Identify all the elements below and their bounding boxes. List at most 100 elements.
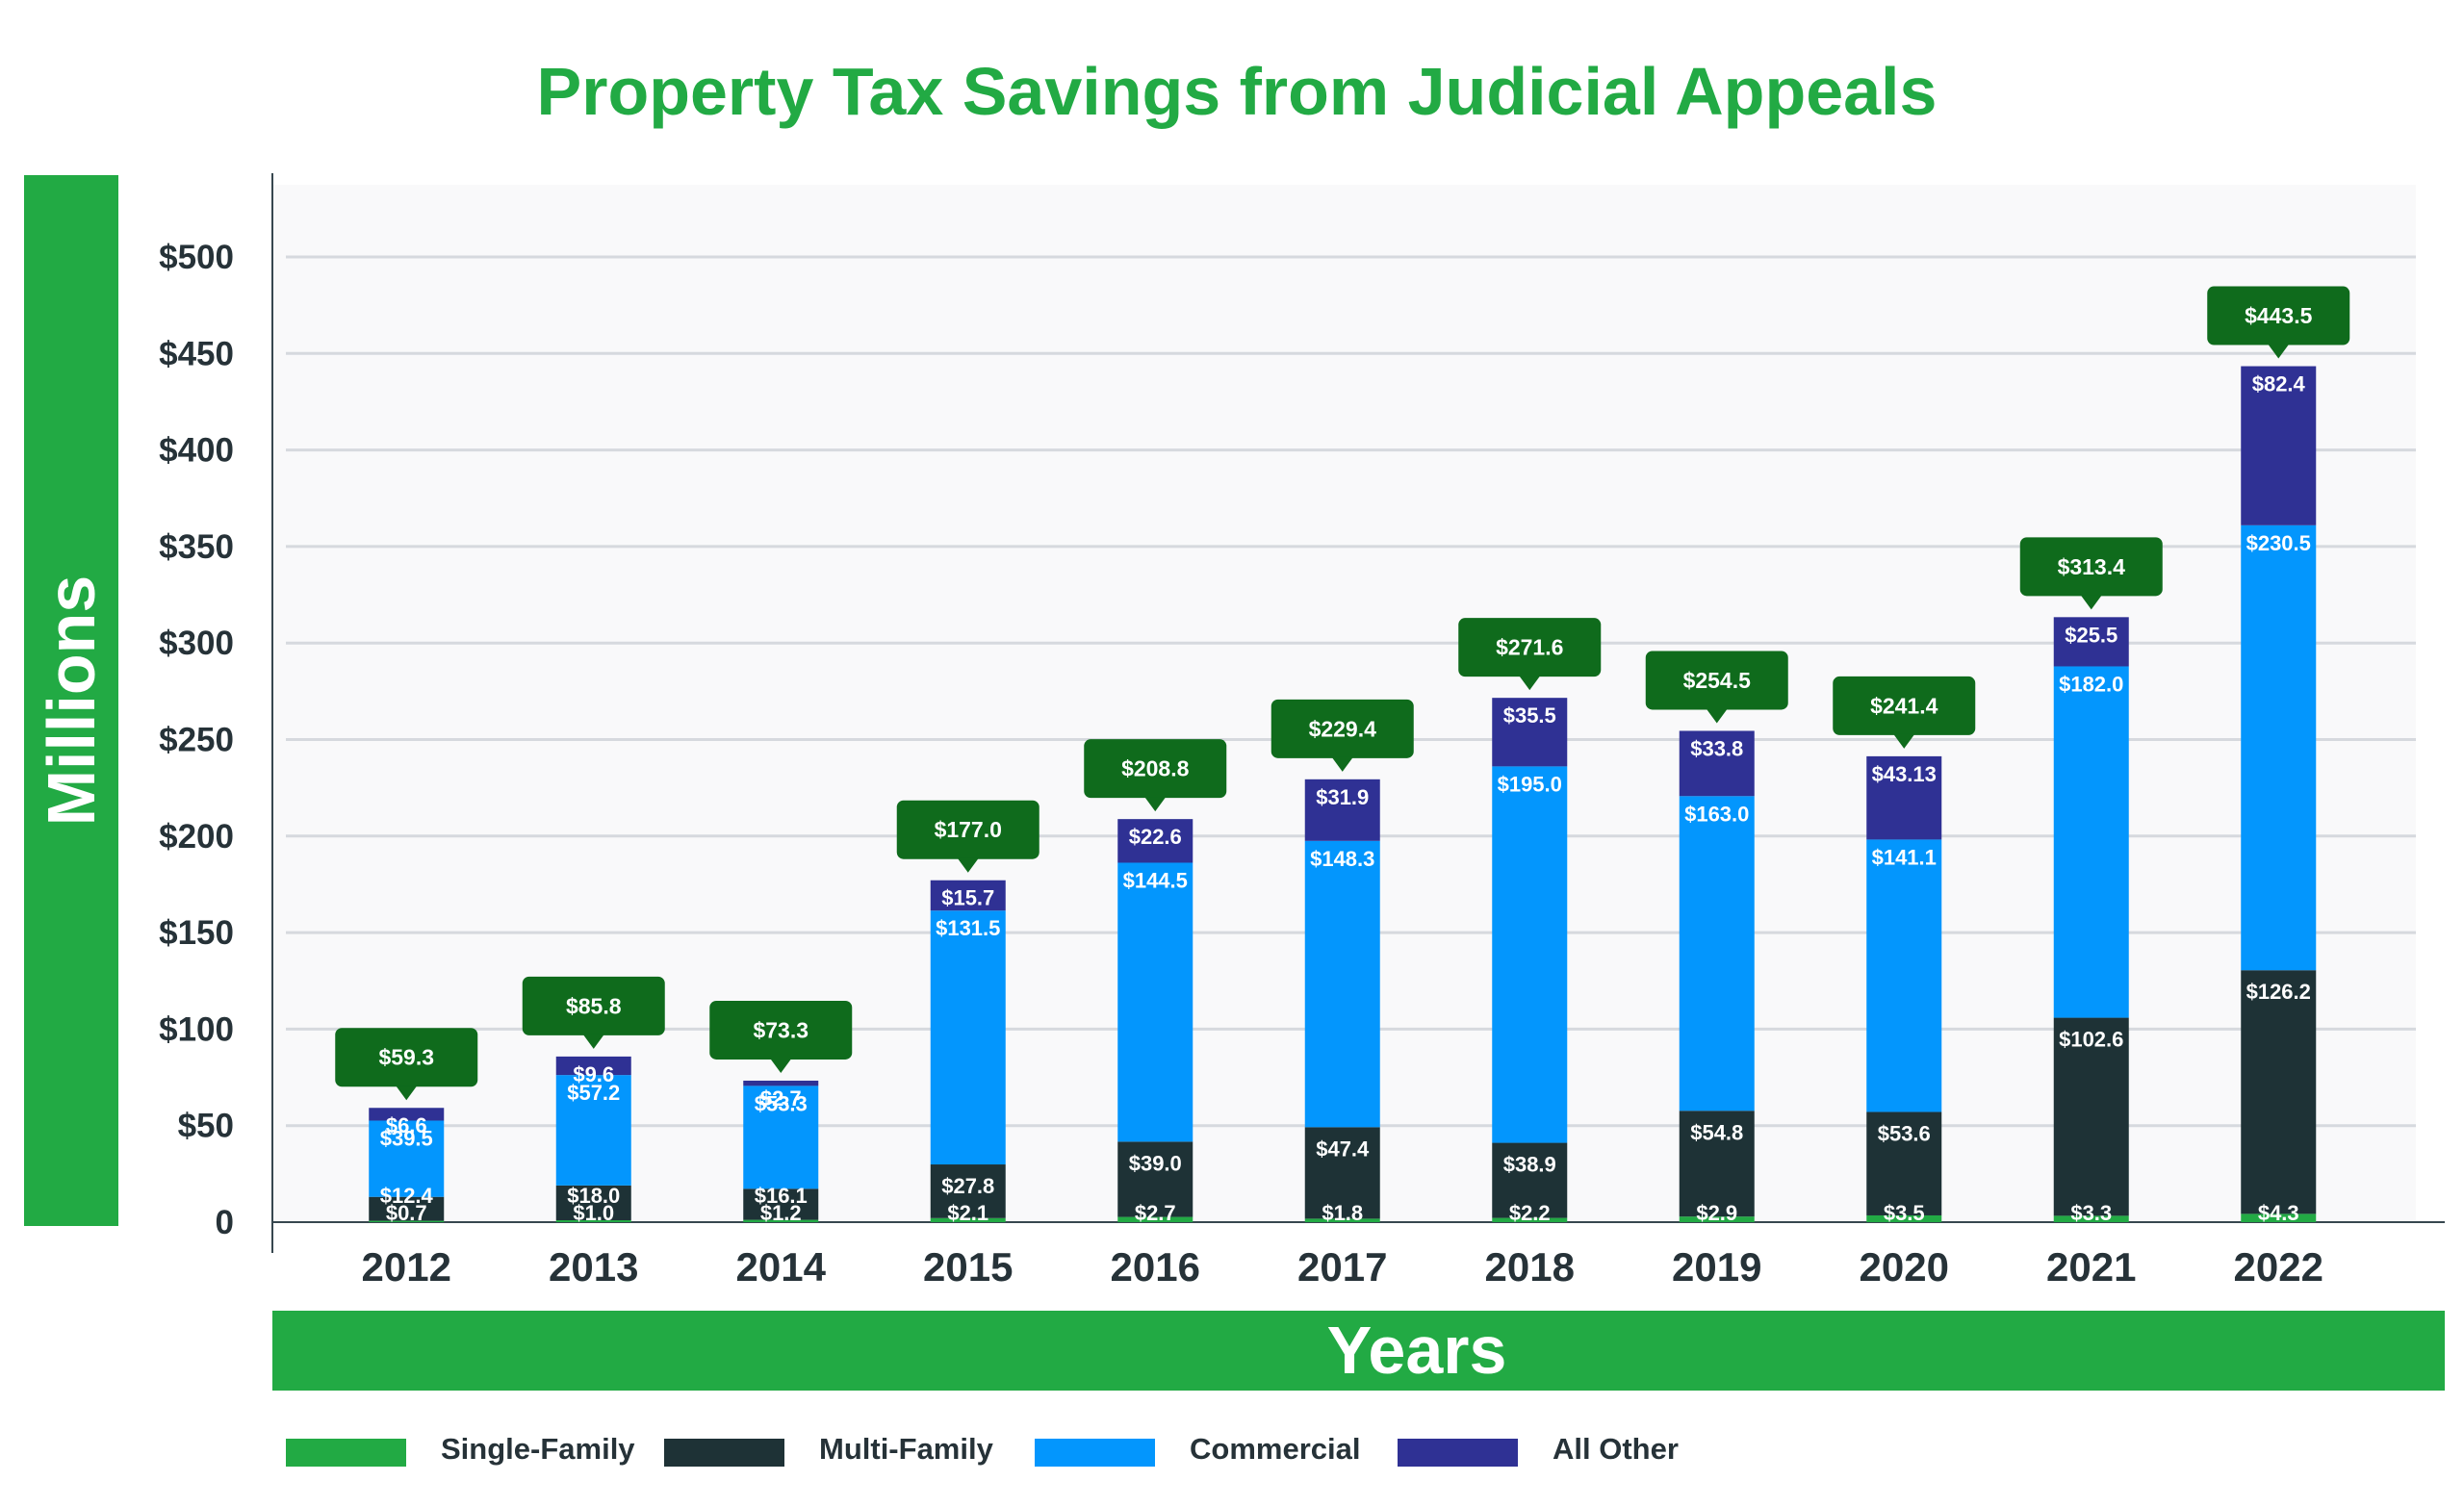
- bar-value-label: $102.6: [2059, 1028, 2123, 1052]
- bar-value-label: $27.8: [941, 1174, 994, 1198]
- bar-value-label: $1.8: [1322, 1201, 1363, 1225]
- total-callout: [896, 800, 1040, 859]
- bar-segment: [2053, 666, 2129, 1018]
- y-tick-label: $350: [159, 528, 234, 566]
- bar-segment: [930, 1164, 1006, 1218]
- y-tick-label: $450: [159, 335, 234, 372]
- bar-segment: [930, 1217, 1006, 1222]
- bar-segment: [1866, 1214, 1942, 1222]
- bar-segment: [369, 1120, 445, 1197]
- x-axis-label: Years: [1326, 1313, 1507, 1388]
- bar-segment: [555, 1185, 631, 1220]
- legend-label: All Other: [1553, 1432, 1679, 1466]
- bar-segment: [555, 1075, 631, 1186]
- total-callout-pointer: [1144, 797, 1167, 812]
- bar-segment: [555, 1056, 631, 1076]
- bar-segment: [743, 1188, 819, 1220]
- bar-value-label: $148.3: [1310, 847, 1374, 871]
- bar-value-label: $18.0: [567, 1184, 620, 1208]
- x-tick-label: 2021: [2046, 1244, 2136, 1290]
- bar-segment: [743, 1086, 819, 1189]
- x-tick-label: 2013: [549, 1244, 638, 1290]
- bar-value-label: $15.7: [941, 886, 994, 910]
- total-callout-pointer: [1519, 676, 1541, 691]
- bar-value-label: $9.6: [573, 1062, 614, 1086]
- bar-value-label: $53.3: [755, 1091, 808, 1115]
- bar-value-label: $163.0: [1684, 802, 1749, 826]
- x-axis-label-banner: [272, 1311, 2445, 1391]
- bar-value-label: $47.4: [1316, 1137, 1370, 1161]
- total-label: $208.8: [1121, 756, 1190, 781]
- y-tick-label: 0: [216, 1204, 234, 1241]
- bar-value-label: $31.9: [1316, 785, 1369, 809]
- bar-segment: [2241, 970, 2317, 1214]
- total-callout-pointer: [1331, 756, 1353, 772]
- x-tick-label: 2012: [362, 1244, 451, 1290]
- bar-segment: [1866, 839, 1942, 1112]
- y-tick-label: $250: [159, 722, 234, 759]
- bar-segment: [1492, 698, 1568, 767]
- bar-segment: [743, 1219, 819, 1222]
- total-label: $177.0: [935, 817, 1002, 842]
- bar-segment: [743, 1080, 819, 1086]
- x-tick-label: 2022: [2234, 1244, 2323, 1290]
- total-label: $271.6: [1496, 635, 1563, 660]
- legend-label: Commercial: [1190, 1432, 1361, 1466]
- bar-value-label: $33.8: [1690, 736, 1743, 760]
- total-label: $85.8: [566, 993, 622, 1018]
- bar-segment: [2241, 524, 2317, 971]
- total-callout: [1833, 676, 1976, 735]
- bar-segment: [1679, 1216, 1755, 1222]
- total-callout: [1084, 739, 1227, 799]
- bar-value-label: $43.13: [1872, 762, 1937, 786]
- x-tick-label: 2016: [1111, 1244, 1200, 1290]
- total-callout-pointer: [957, 857, 979, 873]
- x-tick-label: 2018: [1485, 1244, 1575, 1290]
- bar-value-label: $2.1: [947, 1201, 988, 1225]
- total-callout: [1458, 618, 1602, 677]
- bar-value-label: $131.5: [936, 916, 1000, 940]
- bar-value-label: $4.3: [2258, 1201, 2299, 1225]
- total-label: $73.3: [753, 1017, 808, 1042]
- chart-title: Property Tax Savings from Judicial Appea…: [536, 54, 1938, 129]
- bar-value-label: $144.5: [1123, 868, 1188, 892]
- y-tick-label: $50: [178, 1108, 234, 1145]
- bar-segment: [1492, 1217, 1568, 1222]
- bar-value-label: $230.5: [2246, 531, 2311, 555]
- legend-label: Multi-Family: [819, 1432, 993, 1466]
- total-label: $241.4: [1870, 693, 1938, 718]
- total-callout-pointer: [1893, 733, 1915, 749]
- bar-segment: [1679, 1111, 1755, 1217]
- total-callout-pointer: [2268, 344, 2290, 359]
- y-tick-label: $300: [159, 625, 234, 662]
- bar-segment: [1866, 1111, 1942, 1215]
- legend-swatch: [1035, 1439, 1155, 1467]
- bar-value-label: $35.5: [1503, 703, 1556, 728]
- bar-segment: [1304, 779, 1380, 841]
- bar-value-label: $1.0: [573, 1201, 614, 1225]
- bar-value-label: $53.6: [1878, 1121, 1931, 1145]
- total-label: $59.3: [378, 1045, 434, 1070]
- bar-segment: [369, 1196, 445, 1221]
- legend-swatch: [664, 1439, 784, 1467]
- bar-segment: [1304, 1218, 1380, 1222]
- total-label: $254.5: [1683, 668, 1752, 693]
- bar-segment: [1304, 840, 1380, 1128]
- bar-value-label: $182.0: [2059, 672, 2123, 696]
- y-tick-label: $400: [159, 432, 234, 470]
- legend: Single-Family Multi-Family Commercial All O…: [286, 1424, 2403, 1472]
- bar-segment: [2053, 1017, 2129, 1216]
- bar-segment: [1117, 819, 1194, 863]
- total-callout-pointer: [770, 1058, 792, 1073]
- total-callout: [522, 976, 665, 1035]
- bar-segment: [2053, 1215, 2129, 1222]
- bar-value-label: $2.2: [1509, 1201, 1551, 1225]
- bar-value-label: $126.2: [2246, 980, 2311, 1004]
- bar-segment: [1679, 730, 1755, 797]
- x-tick-label: 2019: [1672, 1244, 1761, 1290]
- bar-value-label: $3.3: [2070, 1201, 2112, 1225]
- total-callout: [2207, 286, 2350, 345]
- bar-value-label: $25.5: [2065, 623, 2118, 647]
- bar-value-label: $16.1: [755, 1184, 808, 1208]
